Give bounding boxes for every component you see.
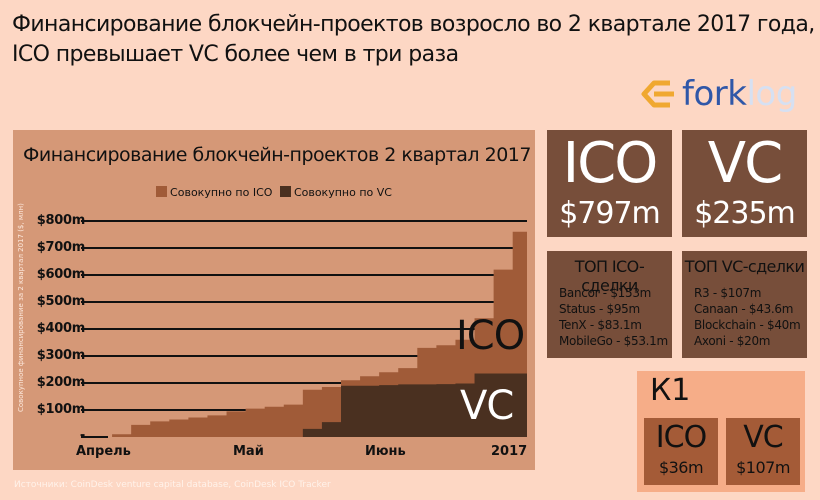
y-tick-800: $800m bbox=[36, 213, 86, 228]
chart-title: Финансирование блокчейн-проектов 2 кварт… bbox=[23, 144, 531, 166]
y-tick-500: $500m bbox=[36, 294, 86, 309]
vc-total-name: VC bbox=[707, 131, 783, 196]
y-tick-600: $600m bbox=[36, 267, 86, 282]
vc-total-value: $235m bbox=[694, 196, 796, 231]
source-note: Источники: CoinDesk venture capital data… bbox=[14, 480, 331, 490]
y-tick-700: $700m bbox=[36, 240, 86, 255]
legend-item-vc: Совокупно по VC bbox=[279, 186, 392, 199]
headline: Финансирование блокчейн-проектов возросл… bbox=[12, 10, 815, 70]
ico-total-name: ICO bbox=[562, 131, 659, 196]
q1-panel: К1 ICO $36m VC $107m bbox=[637, 371, 805, 492]
legend-swatch-ico bbox=[156, 186, 168, 197]
chart-plot-area bbox=[81, 220, 527, 438]
list-item: R3 - $107m bbox=[694, 286, 762, 300]
x-tick-june: Июнь bbox=[365, 444, 406, 459]
chart-legend: Совокупно по ICO Совокупно по VC bbox=[13, 186, 535, 199]
list-item: Axoni - $20m bbox=[694, 334, 771, 348]
q1-vc-name: VC bbox=[743, 420, 783, 455]
top-ico-deals-list: Bancor - $153m Status - $95m TenX - $83.… bbox=[559, 285, 668, 349]
list-item: TenX - $83.1m bbox=[559, 318, 642, 332]
top-vc-deals-title: ТОП VC-сделки bbox=[684, 257, 805, 276]
y-tick-200: $200m bbox=[36, 375, 86, 390]
q1-title: К1 bbox=[650, 373, 691, 408]
vc-total-box: VC $235m bbox=[682, 130, 807, 237]
top-ico-deals-title: ТОП ICO-сделки bbox=[574, 257, 645, 295]
y-tick-400: $400m bbox=[36, 321, 86, 336]
q1-ico-name: ICO bbox=[655, 420, 707, 455]
list-item: Status - $95m bbox=[559, 302, 640, 316]
y-tick-300: $300m bbox=[36, 348, 86, 363]
q1-vc-value: $107m bbox=[736, 458, 790, 477]
ico-area-series bbox=[93, 221, 527, 437]
ico-area-label: ICO bbox=[456, 313, 525, 359]
list-item: Canaan - $43.6m bbox=[694, 302, 794, 316]
top-ico-deals-box: ТОП ICO-сделки Bancor - $153m Status - $… bbox=[547, 251, 672, 358]
forklog-logo[interactable]: fork log bbox=[640, 74, 797, 114]
legend-label-vc: Совокупно по VC bbox=[293, 186, 392, 199]
list-item: MobileGo - $53.1m bbox=[559, 334, 668, 348]
ico-total-value: $797m bbox=[559, 196, 661, 231]
x-tick-april: Апрель bbox=[76, 444, 131, 459]
q1-ico-value: $36m bbox=[658, 458, 704, 477]
q1-vc-box: VC $107m bbox=[726, 418, 800, 485]
legend-item-ico: Совокупно по ICO bbox=[156, 186, 272, 199]
headline-line-2: ICO превышает VC более чем в три раза bbox=[12, 42, 459, 67]
list-item: Bancor - $153m bbox=[559, 286, 652, 300]
headline-line-1: Финансирование блокчейн-проектов возросл… bbox=[12, 12, 815, 37]
vc-area-label: VC bbox=[460, 383, 514, 429]
legend-swatch-vc bbox=[279, 186, 291, 197]
ico-total-box: ICO $797m bbox=[547, 130, 672, 237]
x-tick-2017: 2017 bbox=[491, 444, 528, 459]
list-item: Blockchain - $40m bbox=[694, 318, 801, 332]
forklog-arrow-icon bbox=[641, 80, 674, 108]
y-tick-100: $100m bbox=[36, 402, 86, 417]
logo-text-fork: fork bbox=[682, 74, 747, 114]
top-vc-deals-list: R3 - $107m Canaan - $43.6m Blockchain - … bbox=[694, 285, 801, 349]
vc-area-series bbox=[93, 373, 527, 437]
x-tick-may: Май bbox=[233, 444, 264, 459]
top-vc-deals-box: ТОП VC-сделки R3 - $107m Canaan - $43.6m… bbox=[682, 251, 807, 358]
logo-text-log: log bbox=[746, 74, 797, 114]
chart-panel: Финансирование блокчейн-проектов 2 кварт… bbox=[13, 130, 535, 470]
y-tick-0: - bbox=[79, 428, 85, 443]
q1-ico-box: ICO $36m bbox=[644, 418, 718, 485]
legend-label-ico: Совокупно по ICO bbox=[170, 186, 273, 199]
